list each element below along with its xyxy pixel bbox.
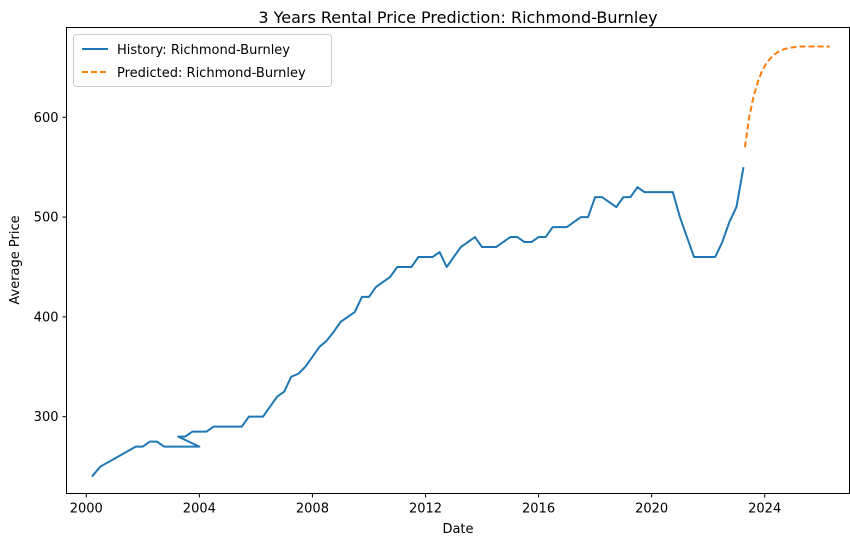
x-axis-ticks: 2000 2004 2008 2012 2016 2020 2024 <box>70 493 781 517</box>
y-axis-ticks: 300 400 500 600 <box>34 111 67 425</box>
series-layer <box>91 45 830 478</box>
y-tick-label: 300 <box>34 410 59 425</box>
chart-title: 3 Years Rental Price Prediction: Richmon… <box>258 8 657 27</box>
y-tick-label: 500 <box>34 211 59 226</box>
y-axis-title: Average Price <box>8 215 23 304</box>
legend-label-predicted: Predicted: Richmond-Burnley <box>117 66 306 81</box>
x-tick-label: 2020 <box>635 502 668 517</box>
x-tick-label: 2000 <box>70 502 103 517</box>
x-tick-label: 2004 <box>183 502 216 517</box>
history-series-line <box>91 167 745 478</box>
x-tick-label: 2016 <box>522 502 555 517</box>
predicted-series-line <box>743 45 830 148</box>
x-axis-title: Date <box>442 522 473 537</box>
legend-frame <box>73 34 332 87</box>
x-tick-label: 2024 <box>748 502 781 517</box>
x-tick-label: 2008 <box>296 502 329 517</box>
y-tick-label: 600 <box>34 111 59 126</box>
legend: History: Richmond-Burnley Predicted: Ric… <box>73 34 332 87</box>
y-tick-label: 400 <box>34 310 59 325</box>
x-tick-label: 2012 <box>409 502 442 517</box>
legend-label-history: History: Richmond-Burnley <box>117 43 290 58</box>
